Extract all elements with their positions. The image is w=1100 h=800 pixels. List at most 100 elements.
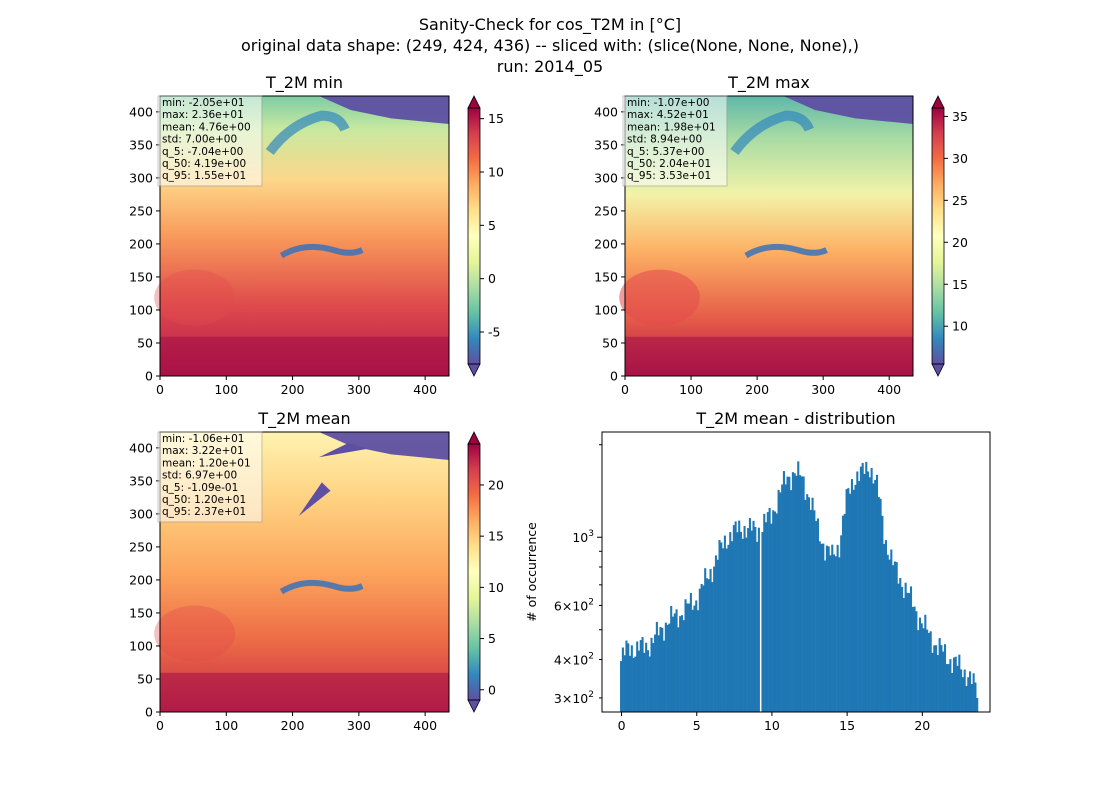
map-south-band [625,336,913,376]
histogram-bar [646,650,649,712]
histogram-bar [732,525,735,712]
y-tick-label: 300 [129,170,153,185]
x-tick-label: 0 [156,718,164,733]
histogram-bar [636,641,639,712]
histogram-bar [947,664,950,712]
map-alps [279,243,364,259]
histogram-bar [648,656,651,712]
histogram-bar [886,554,889,712]
stats-line: std: 6.97e+00 [162,470,237,482]
histogram-bar [725,548,728,712]
histogram-bar [956,665,959,712]
stats-line: mean: 1.98e+01 [627,121,716,133]
colorbar-tick-label: 20 [488,477,504,492]
histogram-bar [883,543,886,712]
y-tick-label: 200 [594,236,618,251]
axes-title: T_2M mean - distribution [695,409,895,429]
histogram-bar [902,597,905,712]
map-arctic [318,96,449,124]
histogram-bar [820,543,823,712]
histogram-bar [704,568,707,712]
colorbar-frame [467,107,481,365]
x-tick-label: 400 [413,718,437,733]
x-tick-label: 200 [281,718,305,733]
histogram-bar [722,548,725,712]
histogram-bar [845,489,848,712]
histogram-bar [852,489,855,712]
y-tick-label: 50 [137,671,153,686]
histogram-bar [926,629,929,712]
x-tick-label: 300 [347,382,371,397]
histogram-bar [620,661,623,712]
histogram-bar [713,566,716,712]
x-tick-label: 400 [413,382,437,397]
histogram-bar [666,624,669,712]
histogram-bar [782,471,785,712]
stats-line: std: 7.00e+00 [162,134,237,146]
histogram-bar [899,578,902,712]
y-tick-label: 400 [129,104,153,119]
colorbar-extend-max [467,431,481,445]
histogram-bar [664,622,667,712]
histogram-bar [729,532,732,712]
histogram-bar [734,521,737,712]
histogram-bar [935,645,938,712]
colorbar-tick-label: 10 [488,580,504,595]
histogram-bar [952,657,956,712]
y-tick-label: 3×102 [554,690,594,706]
histogram-bar [643,652,646,712]
histogram-bar [867,471,870,712]
histogram-bar [677,627,680,712]
y-tick-label: 100 [129,638,153,653]
histogram-bar [723,535,726,712]
histogram-bar [673,613,676,712]
colorbar-extend-max [467,95,481,109]
histogram-bar [652,642,655,712]
histogram-bar [890,549,893,712]
histogram-bar [824,560,827,712]
histogram-bar [679,616,682,712]
heatmap-panel-max: 0 100 200 300 400 0 50 100 150 200 250 300 350 400 T_2… [594,73,968,397]
stats-box-bg [157,95,263,187]
stats-line: max: 2.36e+01 [162,109,244,121]
histogram-bar [799,475,802,712]
y-tick-label: 4×102 [554,652,594,668]
histogram-bar [621,647,624,712]
y-tick-label: 0 [145,705,153,720]
stats-line: mean: 4.76e+00 [162,121,251,133]
histogram-bar [945,664,948,712]
y-axis-label: # of occurrence [524,522,539,622]
y-tick-label: 350 [129,137,153,152]
colorbar-tick-label: 0 [488,682,496,697]
x-tick-label: 20 [914,718,930,733]
stats-line: std: 8.94e+00 [627,134,702,146]
map-warm-patch [154,269,236,326]
histogram-bar [627,643,630,712]
x-tick-label: 300 [811,382,835,397]
colorbar-tick-label: 15 [488,111,504,126]
histogram-bar [654,634,657,712]
map-warm-patch [154,605,236,662]
histogram-bar [720,542,723,712]
histogram-bar [698,588,701,712]
y-tick-label: 150 [129,269,153,284]
histogram-bar [859,466,862,712]
colorbar-gradient [468,444,480,700]
y-tick-label: 350 [129,473,153,488]
histogram-bars [620,461,979,712]
stats-line: q_5: -1.09e-01 [162,482,238,494]
histogram-bar [743,525,746,712]
x-tick-label: 100 [679,382,703,397]
histogram-bar [684,599,687,712]
histogram-bar [765,522,768,712]
histogram-bar [924,614,927,712]
histogram-bar [865,461,868,712]
histogram-bar [836,544,839,712]
y-tick-label: 400 [594,104,618,119]
colorbar-tick-label: 15 [488,529,504,544]
histogram-bar [920,623,923,712]
suptitle-line-1: Sanity-Check for cos_T2M in [°C] [419,15,681,35]
histogram-bar [936,655,939,712]
histogram-bar [670,606,673,712]
